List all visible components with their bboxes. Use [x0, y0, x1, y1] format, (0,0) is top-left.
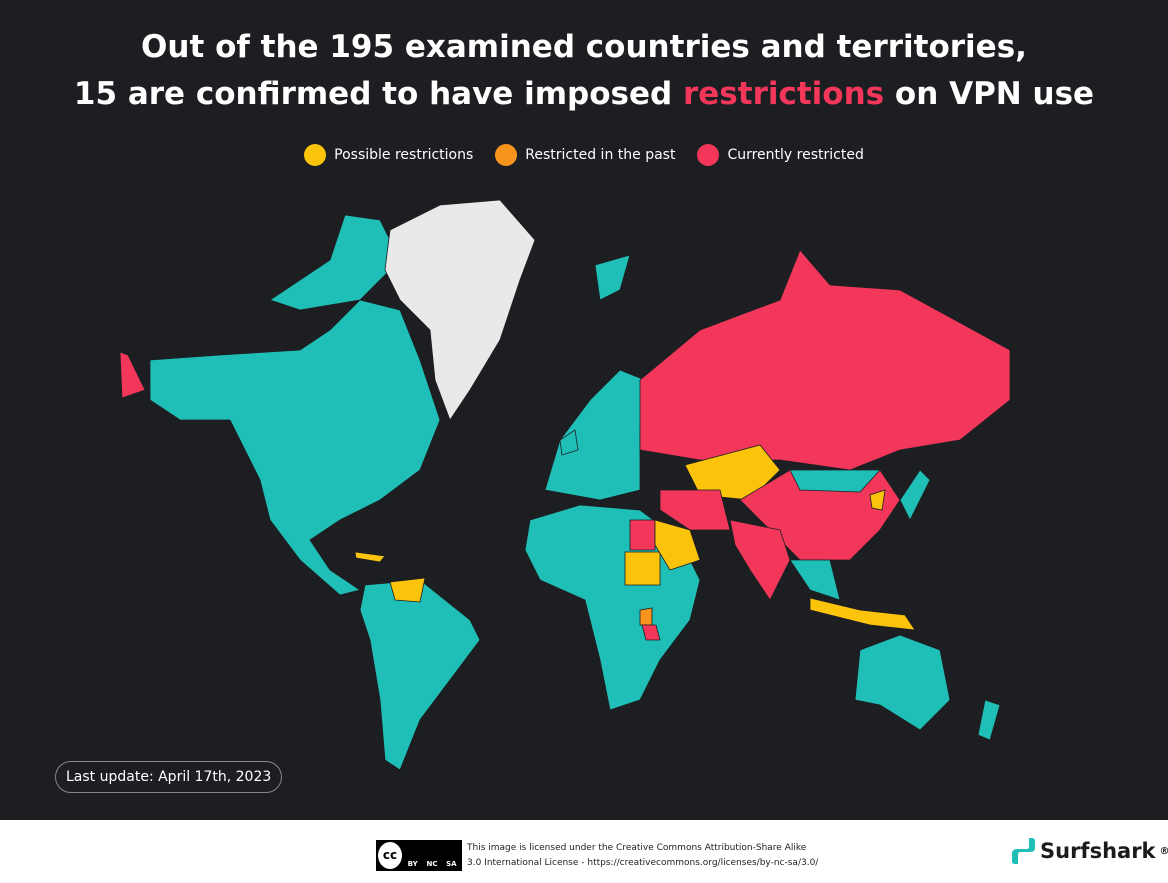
cc-badge: cc BY NC SA — [376, 840, 462, 871]
title-text: 15 are confirmed to have imposed — [73, 76, 673, 112]
country-region — [639, 249, 1011, 471]
country-region — [354, 551, 386, 563]
title-line: 15 are confirmed to have imposed restric… — [0, 71, 1168, 118]
title-text: on VPN use — [894, 76, 1095, 112]
country-region — [869, 489, 886, 511]
brand-mark: ® — [1159, 845, 1168, 857]
last-update: Last update: April 17th, 2023 — [55, 761, 283, 793]
footer: cc BY NC SA This image is licensed under th… — [0, 820, 1168, 883]
brand: Surfshark ® — [1010, 836, 1168, 866]
country-region — [384, 199, 536, 421]
legend-item: Currently restricted — [697, 144, 864, 166]
cc-badge-label: SA — [446, 860, 457, 868]
legend: Possible restrictions Restricted in the p… — [0, 144, 1168, 166]
country-region — [789, 469, 881, 493]
brand-name: Surfshark — [1040, 839, 1156, 863]
legend-swatch — [495, 144, 518, 166]
country-region — [654, 519, 701, 571]
country-region — [544, 369, 646, 501]
license-line: This image is licensed under the Creativ… — [467, 843, 807, 853]
country-region — [594, 254, 631, 301]
country-region — [624, 551, 661, 586]
country-region — [899, 469, 931, 521]
legend-swatch — [697, 144, 720, 166]
legend-swatch — [304, 144, 327, 166]
country-region — [977, 699, 1001, 741]
title-highlight: restrictions — [682, 76, 885, 112]
world-map — [119, 199, 1011, 771]
legend-item: Possible restrictions — [304, 144, 473, 166]
title-line: Out of the 195 examined countries and te… — [141, 29, 1027, 65]
country-region — [629, 519, 656, 551]
country-region — [639, 607, 653, 626]
country-region — [269, 214, 401, 311]
cc-badge-label: BY — [407, 860, 418, 868]
cc-mark: cc — [378, 842, 402, 869]
license: This image is licensed under the Creativ… — [467, 841, 818, 871]
legend-label: Possible restrictions — [334, 147, 474, 163]
cc-badge-label: NC — [426, 860, 438, 868]
country-region — [359, 579, 481, 771]
country-region — [149, 299, 441, 596]
brand-logo — [1012, 838, 1035, 864]
country-region — [809, 597, 916, 631]
title: Out of the 195 examined countries and te… — [0, 24, 1168, 118]
country-region — [641, 624, 661, 641]
country-region — [389, 577, 426, 603]
country-region — [659, 489, 731, 531]
license-line: 3.0 International License - https://crea… — [467, 858, 819, 868]
legend-label: Currently restricted — [727, 147, 864, 163]
country-region — [729, 519, 791, 601]
country-region — [559, 429, 579, 456]
country-region — [854, 634, 951, 731]
country-region — [789, 559, 841, 601]
country-region — [119, 351, 146, 399]
legend-label: Restricted in the past — [525, 147, 676, 163]
legend-item: Restricted in the past — [495, 144, 675, 166]
